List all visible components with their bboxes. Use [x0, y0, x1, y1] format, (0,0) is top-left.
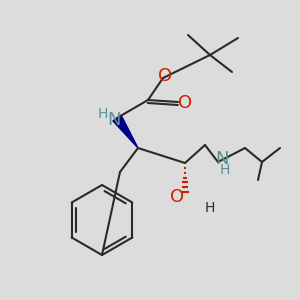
Text: H: H: [98, 107, 108, 121]
Text: H: H: [220, 163, 230, 177]
Text: O: O: [170, 188, 184, 206]
Text: O: O: [178, 94, 192, 112]
Text: N: N: [215, 150, 229, 168]
Text: H: H: [205, 201, 215, 215]
Text: N: N: [107, 111, 121, 129]
Text: O: O: [158, 67, 172, 85]
Polygon shape: [113, 115, 138, 148]
